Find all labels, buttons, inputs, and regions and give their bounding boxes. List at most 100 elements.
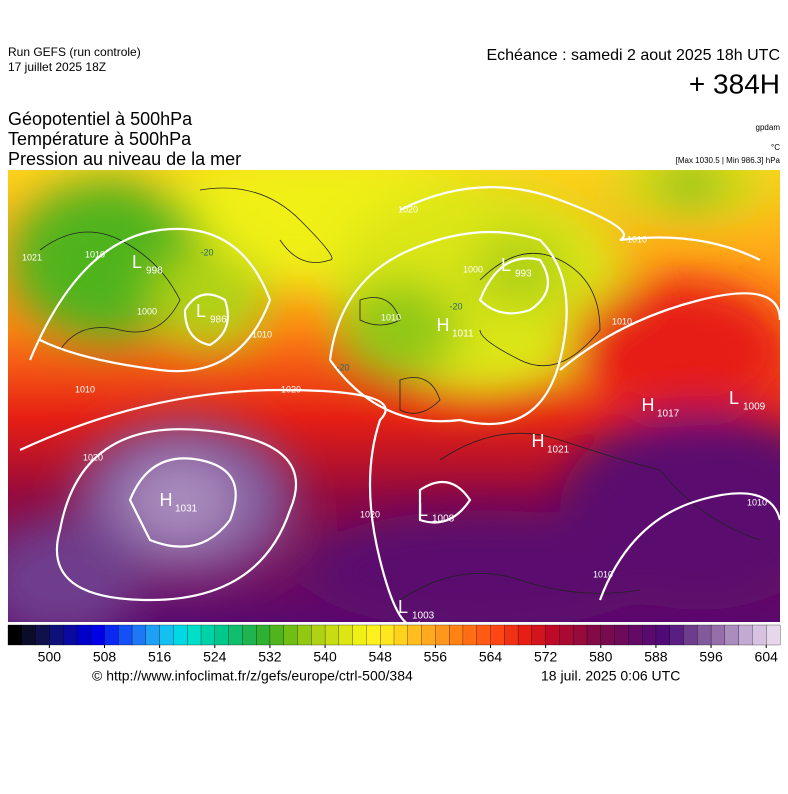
- isobar-label: 1010: [75, 384, 95, 394]
- center-letter: L: [418, 500, 428, 520]
- scale-swatch: [490, 624, 505, 646]
- scale-tick-label: 596: [699, 649, 723, 665]
- scale-swatch: [76, 624, 92, 646]
- valid-time: Echéance : samedi 2 aout 2025 18h UTC: [486, 47, 780, 64]
- scale-swatch: [462, 624, 478, 646]
- center-value: 998: [146, 266, 163, 277]
- scale-swatch: [297, 624, 312, 646]
- scale-swatch: [21, 624, 37, 646]
- scale-swatch: [311, 624, 326, 646]
- isobar-label: 1000: [137, 306, 157, 316]
- scale-swatch: [242, 624, 257, 646]
- unit-label: [Max 1030.5 | Min 986.3] hPa: [676, 156, 781, 165]
- scale-swatch: [90, 624, 105, 646]
- scale-tick-label: 564: [479, 649, 503, 665]
- center-value: 1003: [412, 611, 435, 622]
- run-name: Run GEFS (run controle): [8, 45, 141, 59]
- scale-swatch: [628, 624, 643, 646]
- isobar-label: 1010: [627, 234, 647, 244]
- scale-swatch: [655, 624, 671, 646]
- center-value: 1009: [743, 402, 766, 413]
- run-date: 17 juillet 2025 18Z: [8, 60, 106, 74]
- temperature-label: -20: [200, 247, 213, 257]
- scale-swatch: [7, 624, 23, 646]
- scale-tick-label: 508: [93, 649, 117, 665]
- issue-time: 18 juil. 2025 0:06 UTC: [541, 668, 680, 684]
- scale-swatch: [573, 624, 588, 646]
- scale-swatch: [35, 624, 50, 646]
- scale-swatch: [366, 624, 381, 646]
- isobar-label: 1020: [83, 452, 103, 462]
- isobar-label: 1020: [281, 384, 301, 394]
- scale-swatch: [407, 624, 423, 646]
- scale-swatch: [641, 624, 657, 646]
- scale-swatch: [559, 624, 574, 646]
- scale-tick-label: 572: [534, 649, 558, 665]
- scale-tick-label: 548: [369, 649, 393, 665]
- lead-time: + 384H: [689, 68, 780, 99]
- scale-swatch: [448, 624, 464, 646]
- center-value: 1031: [175, 504, 198, 515]
- scale-swatch: [600, 624, 616, 646]
- scale-swatch: [545, 624, 560, 646]
- scale-tick-label: 556: [424, 649, 448, 665]
- isobar-label: 1010: [593, 569, 613, 579]
- scale-swatch: [517, 624, 533, 646]
- scale-swatch: [255, 624, 271, 646]
- isobar-label: 1010: [381, 312, 401, 322]
- center-value: 993: [515, 269, 532, 280]
- scale-swatch: [504, 624, 519, 646]
- center-value: 1011: [452, 329, 474, 340]
- scale-swatch: [49, 624, 64, 646]
- center-value: 1017: [657, 409, 680, 420]
- scale-swatch: [752, 624, 767, 646]
- scale-swatch: [62, 624, 78, 646]
- isobar-label: 1010: [612, 316, 632, 326]
- isobar-label: 1010: [85, 249, 105, 259]
- scale-swatch: [187, 624, 202, 646]
- center-letter: L: [501, 255, 511, 275]
- center-letter: H: [532, 431, 545, 451]
- scale-swatch: [614, 624, 629, 646]
- scale-tick-label: 540: [313, 649, 337, 665]
- scale-swatch: [393, 624, 409, 646]
- scale-tick-label: 524: [203, 649, 227, 665]
- scale-swatch: [531, 624, 547, 646]
- scale-swatch: [131, 624, 147, 646]
- scale-swatch: [214, 624, 230, 646]
- title-line: Pression au niveau de la mer: [8, 149, 241, 169]
- scale-swatch: [352, 624, 367, 646]
- color-scale: 500 508 516 524 532 540 548 556 564 572 580 588 596 6…: [7, 624, 781, 665]
- center-value: 1008: [432, 514, 455, 525]
- scale-swatch: [669, 624, 684, 646]
- scale-swatch: [766, 624, 781, 646]
- scale-swatch: [338, 624, 354, 646]
- isobar-label: 1020: [360, 509, 380, 519]
- scale-swatch: [697, 624, 712, 646]
- source-url: © http://www.infoclimat.fr/z/gefs/europe…: [92, 668, 413, 684]
- scale-swatch: [173, 624, 188, 646]
- scale-tick-label: 516: [148, 649, 172, 665]
- scale-tick-label: 588: [644, 649, 668, 665]
- unit-label: gpdam: [756, 123, 781, 132]
- scale-swatch: [724, 624, 740, 646]
- unit-label: °C: [771, 143, 780, 152]
- scale-swatch: [228, 624, 243, 646]
- center-value: 986: [210, 315, 227, 326]
- scale-swatch: [145, 624, 161, 646]
- center-letter: L: [398, 597, 408, 617]
- isobar-label: 1010: [747, 497, 767, 507]
- scale-tick-label: 532: [258, 649, 282, 665]
- center-letter: H: [160, 490, 173, 510]
- center-letter: H: [642, 395, 655, 415]
- scale-swatch: [269, 624, 285, 646]
- temperature-label: -20: [449, 301, 462, 311]
- center-letter: L: [729, 388, 739, 408]
- scale-swatch: [476, 624, 491, 646]
- scale-swatch: [200, 624, 216, 646]
- scale-swatch: [586, 624, 602, 646]
- scale-tick-label: 580: [589, 649, 613, 665]
- scale-swatch: [435, 624, 450, 646]
